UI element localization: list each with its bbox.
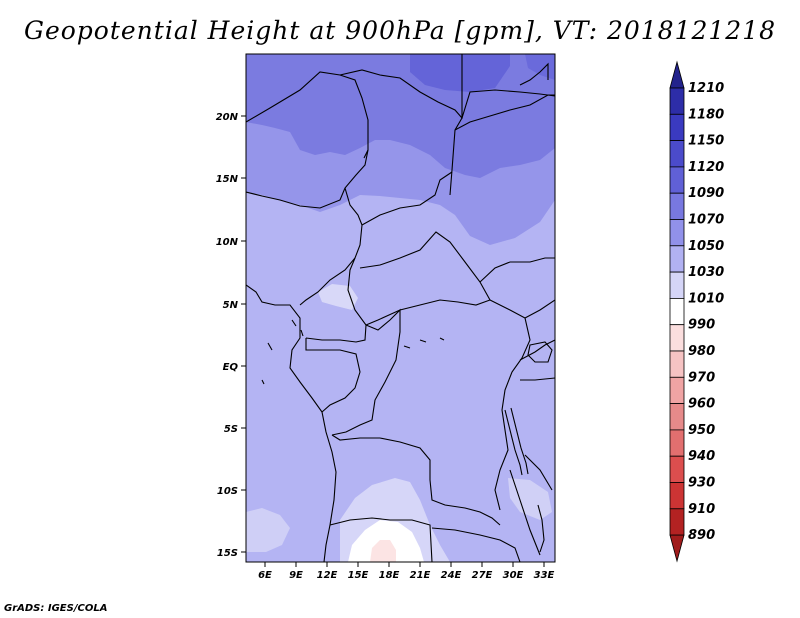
- border-sudan-2: [454, 94, 555, 131]
- border-north-1: [246, 71, 369, 159]
- colorbar-label: 1010: [688, 291, 724, 306]
- border-gabon-congo: [305, 338, 361, 413]
- lat-label: 20N: [216, 112, 239, 123]
- border-angola: [329, 517, 433, 562]
- lat-label: 10S: [217, 486, 238, 497]
- colorbar-label: 950: [688, 423, 715, 438]
- political-boundaries: [246, 54, 555, 562]
- colorbar-label: 1030: [688, 265, 724, 280]
- border-east-5: [509, 469, 541, 556]
- colorbar-label: 1180: [688, 107, 724, 122]
- lat-label: 5N: [223, 300, 239, 311]
- red-sea-coast: [519, 62, 549, 86]
- field-980-patch: [370, 540, 396, 562]
- lake-victoria: [527, 341, 553, 363]
- lon-label: 21E: [410, 570, 431, 581]
- map-panel: [246, 54, 555, 562]
- field-1010-patch-southwest: [246, 508, 290, 552]
- colorbar-label: 1070: [688, 213, 724, 228]
- border-car: [359, 231, 491, 326]
- colorbar: 1210 1180 1150 1120 1090 1070 1050 1030 1010 990 9…: [669, 60, 724, 563]
- colorbar-swatch: [669, 166, 685, 194]
- colorbar-swatch: [669, 113, 685, 142]
- border-drc-south: [331, 434, 501, 526]
- colorbar-swatch: [669, 271, 685, 299]
- map-frame: [245, 53, 556, 563]
- border-drc-west: [331, 308, 401, 436]
- colorbar-swatch: [669, 324, 685, 352]
- lake-tanganyika: [504, 409, 523, 476]
- colorbar-lower-arrow: [669, 534, 685, 563]
- field-1090-region: [410, 54, 510, 92]
- lon-label: 9E: [289, 570, 303, 581]
- colorbar-label: 1150: [688, 134, 724, 149]
- islands: [261, 319, 445, 385]
- colorbar-label: 1210: [688, 81, 724, 96]
- map-title: Geopotential Height at 900hPa [gpm], VT:…: [23, 16, 777, 45]
- border-chad-east: [361, 171, 453, 226]
- lon-label: 24E: [441, 570, 462, 581]
- lake-malawi: [537, 504, 545, 553]
- border-east-3: [524, 299, 555, 319]
- lon-label: 18E: [379, 570, 400, 581]
- border-east-2: [520, 377, 555, 381]
- lat-label: 15N: [216, 174, 239, 185]
- latitude-axis: 20N 15N 10N 5N EQ 5S 10S 15S: [216, 112, 246, 559]
- colorbar-swatch: [669, 403, 685, 431]
- colorbar-label: 960: [688, 397, 715, 412]
- colorbar-label: 890: [688, 528, 715, 543]
- border-north-2: [339, 69, 555, 120]
- colorbar-swatch: [669, 140, 685, 168]
- field-1010-patch-southeast: [508, 478, 552, 520]
- border-cameroon: [305, 257, 367, 343]
- colorbar-swatch: [669, 376, 685, 404]
- lon-label: 30E: [503, 570, 524, 581]
- lat-label: 10N: [216, 237, 239, 248]
- colorbar-label: 910: [688, 502, 715, 517]
- lon-label: 33E: [534, 570, 555, 581]
- lat-label: 5S: [224, 424, 238, 435]
- colorbar-swatch: [669, 350, 685, 378]
- colorbar-swatch: [669, 87, 685, 115]
- colorbar-swatch: [669, 429, 685, 457]
- lon-label: 12E: [317, 570, 338, 581]
- grads-credit: GrADS: IGES/COLA: [4, 603, 108, 614]
- colorbar-swatch: [669, 245, 685, 273]
- lat-label: 15S: [217, 548, 238, 559]
- colorbar-swatch: [669, 482, 685, 510]
- border-east-1: [519, 339, 555, 361]
- border-sudan: [479, 257, 555, 283]
- colorbar-label: 980: [688, 344, 715, 359]
- west-coastline: [246, 284, 337, 562]
- lat-label: EQ: [223, 362, 239, 373]
- colorbar-swatch: [669, 508, 685, 536]
- colorbar-swatch: [669, 192, 685, 220]
- colorbar-swatch: [669, 219, 685, 247]
- colorbar-label: 990: [688, 318, 715, 333]
- colorbar-label: 1120: [688, 160, 724, 175]
- border-east-4: [524, 454, 553, 491]
- colorbar-label: 930: [688, 476, 715, 491]
- colorbar-swatch: [669, 297, 685, 326]
- border-sahel: [246, 149, 369, 209]
- colorbar-label: 1050: [688, 239, 724, 254]
- lon-label: 15E: [348, 570, 369, 581]
- colorbar-label: 1090: [688, 186, 724, 201]
- colorbar-upper-arrow: [669, 60, 685, 89]
- colorbar-label: 940: [688, 449, 715, 464]
- lon-label: 6E: [258, 570, 272, 581]
- border-zambia: [431, 527, 521, 562]
- colorbar-swatch: [669, 455, 685, 483]
- lon-label: 27E: [472, 570, 493, 581]
- longitude-axis: 6E 9E 12E 15E 18E 21E 24E 27E 30E 33E: [258, 562, 555, 581]
- colorbar-label: 970: [688, 370, 715, 385]
- lake-tanganyika-2: [510, 407, 529, 475]
